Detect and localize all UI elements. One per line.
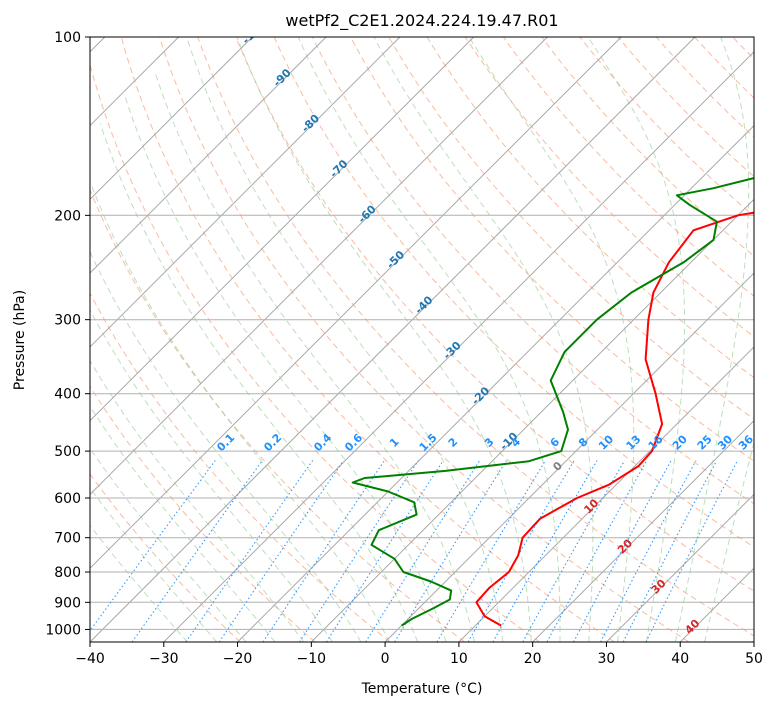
x-tick-label: −20: [223, 651, 253, 667]
moist-adiabat: [90, 359, 305, 642]
temperature-profile-line: [475, 211, 754, 627]
mixing-ratio-line: [546, 460, 648, 642]
isotherm-line: [90, 37, 401, 348]
y-axis-label: Pressure (hPa): [12, 290, 28, 390]
isotherm-line: [90, 37, 475, 422]
mixing-ratio-line: [299, 460, 419, 642]
isotherm-line: [90, 37, 696, 642]
dry-adiabat: [426, 37, 754, 379]
dry-adiabat: [90, 385, 316, 642]
moist-adiabat: [704, 440, 754, 642]
x-tick-label: −10: [297, 651, 327, 667]
moist-adiabat: [675, 37, 750, 642]
isotherm-line: [237, 124, 754, 642]
x-tick-label: 10: [450, 651, 468, 667]
isotherm-line: [606, 493, 754, 642]
mixing-ratio-line: [131, 460, 263, 642]
moist-adiabat: [587, 37, 686, 642]
isotherm-line: [90, 37, 622, 569]
y-tick-label: 900: [54, 595, 81, 611]
y-tick-label: 700: [54, 531, 81, 547]
y-tick-label: 800: [54, 565, 81, 581]
isotherm-line: [90, 37, 548, 496]
dry-adiabat: [541, 37, 754, 257]
y-tick-label: 500: [54, 444, 81, 460]
dry-adiabat: [90, 188, 465, 642]
y-tick-label: 600: [54, 491, 81, 507]
x-tick-label: −30: [149, 651, 179, 667]
dry-adiabat: [90, 292, 391, 642]
moist-adiabat: [154, 72, 475, 642]
dry-adiabat: [771, 37, 775, 642]
mixing-ratio-line: [522, 460, 626, 642]
chart-title: wetPf2_C2E1.2024.224.19.47.R01: [285, 11, 558, 31]
x-axis-label: Temperature (°C): [361, 681, 483, 697]
moist-adiabat: [90, 405, 276, 642]
x-tick-label: 50: [745, 651, 763, 667]
plot-background: [90, 37, 754, 642]
x-tick-label: 30: [598, 651, 616, 667]
dry-adiabat: [502, 37, 754, 297]
x-tick-label: 0: [381, 651, 390, 667]
isotherm-line: [458, 346, 754, 642]
dry-adiabat: [273, 37, 754, 548]
x-tick-label: 40: [671, 651, 689, 667]
y-tick-label: 300: [54, 313, 81, 329]
isotherm-line: [310, 198, 754, 642]
moist-adiabat: [373, 37, 594, 642]
y-tick-label: 400: [54, 387, 81, 403]
moist-adiabat: [90, 308, 333, 642]
dry-adiabat: [388, 37, 754, 420]
isotherm-line: [90, 37, 327, 274]
isotherm-line: [163, 51, 754, 642]
isotherm-line: [384, 272, 754, 642]
x-tick-label: −40: [75, 651, 105, 667]
dry-adiabat: [197, 37, 754, 637]
moist-adiabat: [90, 447, 247, 642]
mixing-ratio-line: [394, 460, 507, 642]
y-tick-label: 200: [54, 208, 81, 224]
dry-adiabat: [90, 473, 241, 642]
mixing-ratio-line: [467, 460, 575, 642]
series-layer: [351, 177, 754, 627]
mixing-ratio-line: [90, 460, 216, 632]
dry-adiabat: [90, 62, 540, 642]
x-tick-label: 20: [524, 651, 542, 667]
mixing-ratio-line: [492, 460, 598, 642]
mixing-ratio-line: [436, 460, 546, 642]
mixing-ratio-line: [185, 460, 314, 642]
mixing-ratio-line: [262, 460, 385, 642]
axes-layer: −40 −30 −20 −10 0 10 20 30 40 50 1000 900 800 700 600 5…: [45, 30, 763, 667]
moist-adiabat: [123, 94, 447, 642]
y-tick-label: 1000: [45, 622, 81, 638]
dewpoint-profile-line: [351, 177, 754, 627]
moist-adiabat: [90, 250, 362, 642]
dry-adiabat: [235, 37, 754, 592]
dry-adiabat: [159, 37, 690, 642]
grid-layer: [90, 37, 775, 642]
moist-adiabat: [186, 37, 504, 642]
isotherm-line: [532, 419, 754, 642]
dry-adiabat: [350, 37, 754, 462]
plot-frame: [89, 36, 755, 643]
isotherm-line: [90, 37, 253, 201]
mixing-ratio-line: [645, 460, 738, 642]
isotherm-line: [753, 641, 754, 642]
mixing-ratio-line: [218, 460, 345, 642]
y-tick-label: 100: [54, 30, 81, 46]
dry-adiabat: [120, 37, 615, 642]
